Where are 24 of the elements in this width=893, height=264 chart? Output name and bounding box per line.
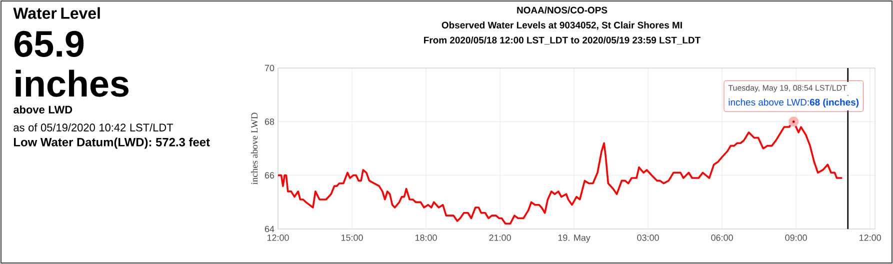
text: as of 05/19/2020 10:42 LST/LDT <box>14 123 174 132</box>
x-tick-label: 15:00 <box>341 234 363 241</box>
x-tick-label: 19. May <box>558 234 590 243</box>
annotation: inches above LWD:68 (inches) <box>728 98 859 108</box>
text: inches <box>16 70 128 97</box>
text: 65.9 <box>14 30 84 57</box>
x-tick-label: 09:00 <box>785 234 807 241</box>
chart-subtitle: Observed Water Levels at 9034052, St Clair Shores MI <box>442 22 682 30</box>
x-tick-label: 12:00 <box>267 234 289 241</box>
chart-title: NOAA/NOS/CO-OPS <box>517 6 608 14</box>
text: above LWD <box>14 105 72 114</box>
y-tick-label: 68 <box>264 118 274 125</box>
y-axis-title: inches above LWD <box>250 112 258 184</box>
x-tick-label: 21:00 <box>489 234 511 241</box>
x-tick-label: 06:00 <box>711 234 733 241</box>
y-tick-label: 64 <box>264 226 274 232</box>
x-tick-label: 12:00 <box>860 234 881 241</box>
text: Low Water Datum(LWD): 572.3 feet <box>14 138 210 149</box>
x-tick-label: 18:00 <box>415 234 437 241</box>
text: From 2020/05/18 12:00 LST_LDT to 2020/05/19 23:59 LST_LDT <box>424 36 700 45</box>
text: Water Level <box>13 7 100 19</box>
x-tick-label: 03:00 <box>637 234 659 241</box>
y-tick-label: 70 <box>264 64 274 72</box>
y-tick-label: 66 <box>264 172 274 179</box>
